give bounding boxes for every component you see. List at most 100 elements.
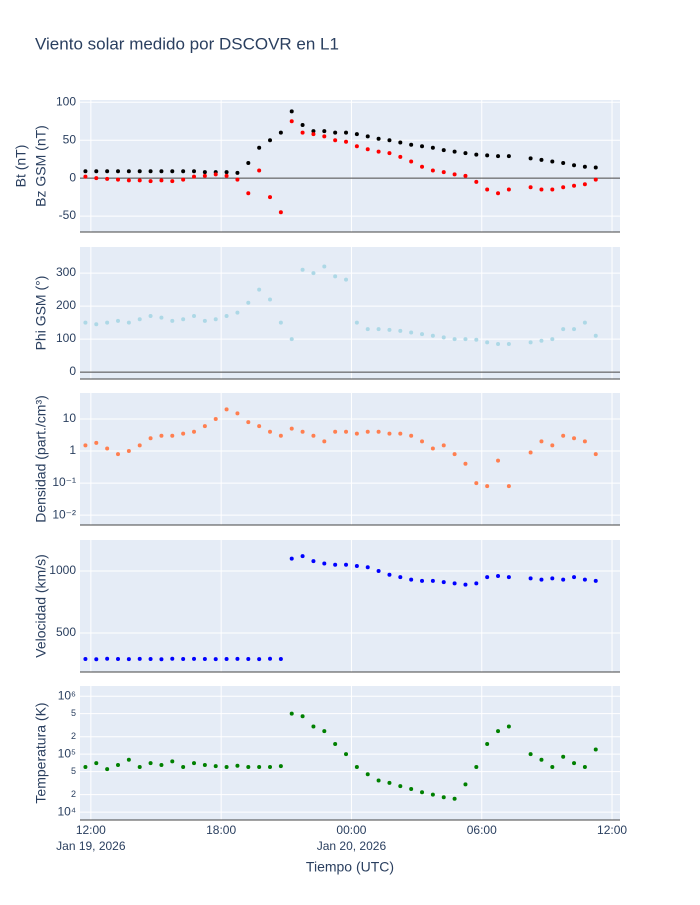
data-point — [137, 656, 142, 661]
data-point — [311, 129, 316, 134]
data-point — [116, 656, 121, 661]
data-point — [463, 782, 468, 787]
data-point — [420, 439, 425, 444]
data-point — [441, 170, 446, 175]
data-point — [289, 556, 294, 561]
data-point — [192, 169, 197, 174]
data-point — [148, 313, 153, 318]
data-point — [398, 154, 403, 159]
data-point — [322, 561, 327, 566]
y-tick-label: 1 — [69, 443, 76, 457]
data-point — [506, 575, 511, 580]
y-tick-label: 10⁻² — [52, 507, 76, 521]
data-point — [181, 431, 186, 436]
data-point — [354, 431, 359, 436]
y-tick-label: 10⁶ — [58, 688, 76, 702]
data-point — [572, 163, 577, 168]
y-tick-label: 0 — [69, 364, 76, 378]
data-point — [246, 764, 251, 769]
data-point — [105, 169, 110, 174]
data-point — [268, 764, 273, 769]
data-point — [300, 554, 305, 559]
data-point — [246, 160, 251, 165]
y-tick-label: 2 — [71, 789, 76, 799]
data-point — [83, 764, 88, 769]
data-point — [420, 790, 425, 795]
x-tick-label: 12:00 — [597, 823, 627, 837]
data-point — [474, 179, 479, 184]
data-point — [582, 164, 587, 169]
data-point — [376, 778, 381, 783]
data-point — [430, 792, 435, 797]
data-point — [257, 657, 262, 662]
data-point — [148, 169, 153, 174]
data-point — [474, 481, 479, 486]
data-point — [420, 164, 425, 169]
y-tick-label: 100 — [56, 331, 76, 345]
data-point — [105, 176, 110, 181]
data-point — [105, 767, 110, 772]
x-tick-date: Jan 19, 2026 — [56, 839, 126, 853]
data-point — [202, 173, 207, 178]
data-point — [354, 564, 359, 569]
plot-area — [80, 686, 620, 820]
data-point — [463, 173, 468, 178]
data-point — [126, 169, 131, 174]
data-point — [333, 274, 338, 279]
data-point — [441, 335, 446, 340]
data-point — [561, 327, 566, 332]
data-point — [105, 320, 110, 325]
data-point — [365, 429, 370, 434]
data-point — [278, 433, 283, 438]
data-point — [148, 179, 153, 184]
data-point — [83, 169, 88, 174]
data-point — [496, 191, 501, 196]
data-point — [213, 417, 218, 422]
data-point — [539, 439, 544, 444]
data-point — [257, 168, 262, 173]
data-point — [137, 764, 142, 769]
data-point — [278, 764, 283, 769]
data-point — [235, 656, 240, 661]
data-point — [398, 575, 403, 580]
data-point — [257, 145, 262, 150]
data-point — [485, 484, 490, 489]
x-tick-label: 06:00 — [467, 823, 497, 837]
data-point — [116, 452, 121, 457]
data-point — [224, 170, 229, 175]
data-point — [409, 330, 414, 335]
data-point — [550, 159, 555, 164]
data-point — [83, 656, 88, 661]
data-point — [506, 342, 511, 347]
data-point — [170, 433, 175, 438]
data-point — [322, 729, 327, 734]
data-point — [365, 772, 370, 777]
data-point — [322, 439, 327, 444]
data-point — [582, 764, 587, 769]
data-point — [246, 191, 251, 196]
data-point — [170, 318, 175, 323]
data-point — [528, 450, 533, 455]
y-tick-label: -50 — [59, 208, 77, 222]
data-point — [268, 138, 273, 143]
data-point — [561, 577, 566, 582]
data-point — [159, 315, 164, 320]
data-point — [398, 431, 403, 436]
data-point — [159, 169, 164, 174]
data-point — [333, 130, 338, 135]
data-point — [94, 322, 99, 327]
data-point — [593, 747, 598, 752]
data-point — [528, 340, 533, 345]
data-point — [246, 656, 251, 661]
data-point — [506, 187, 511, 192]
data-point — [170, 179, 175, 184]
data-point — [333, 741, 338, 746]
data-point — [398, 140, 403, 145]
data-point — [192, 429, 197, 434]
y-axis-title: Bt (nT) — [13, 145, 29, 188]
data-point — [528, 576, 533, 581]
data-point — [344, 130, 349, 135]
data-point — [268, 297, 273, 302]
data-point — [441, 795, 446, 800]
data-point — [539, 577, 544, 582]
